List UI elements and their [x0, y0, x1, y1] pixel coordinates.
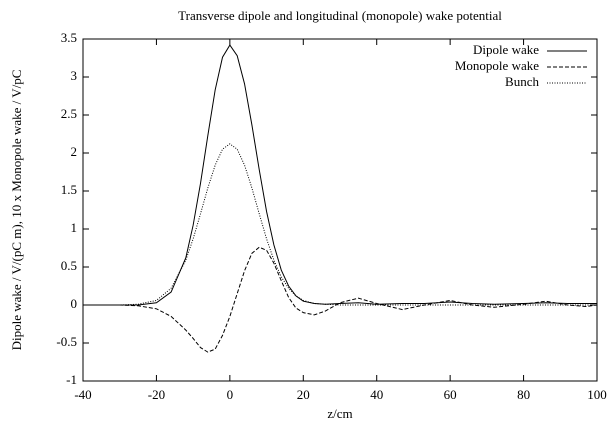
y-tick-label: 3.5 — [61, 30, 77, 45]
y-tick-label: -1 — [66, 372, 77, 387]
series-line — [83, 143, 597, 306]
x-tick-label: 60 — [444, 387, 457, 402]
x-tick-label: -20 — [148, 387, 165, 402]
x-tick-label: 100 — [587, 387, 607, 402]
x-tick-label: -40 — [74, 387, 91, 402]
y-tick-label: 0.5 — [61, 258, 77, 273]
y-tick-label: 2 — [71, 144, 78, 159]
plot-frame — [82, 38, 598, 382]
y-tick-label: 1 — [71, 220, 78, 235]
y-tick-label: 3 — [71, 68, 78, 83]
x-axis-label: z/cm — [327, 406, 352, 421]
legend-label: Dipole wake — [473, 42, 539, 57]
x-tick-label: 20 — [297, 387, 310, 402]
legend-label: Monopole wake — [455, 58, 539, 73]
legend-label: Bunch — [505, 74, 539, 89]
x-tick-label: 80 — [517, 387, 530, 402]
chart-title: Transverse dipole and longitudinal (mono… — [178, 8, 502, 23]
x-tick-label: 40 — [370, 387, 383, 402]
series-line — [83, 246, 598, 353]
y-tick-label: 2.5 — [61, 106, 77, 121]
x-tick-label: 0 — [227, 387, 234, 402]
y-tick-label: -0.5 — [56, 334, 77, 349]
series-line — [83, 44, 597, 306]
y-tick-label: 1.5 — [61, 182, 77, 197]
y-axis-label: Dipole wake / V/(pC m), 10 x Monopole wa… — [9, 70, 24, 351]
y-tick-label: 0 — [71, 296, 78, 311]
